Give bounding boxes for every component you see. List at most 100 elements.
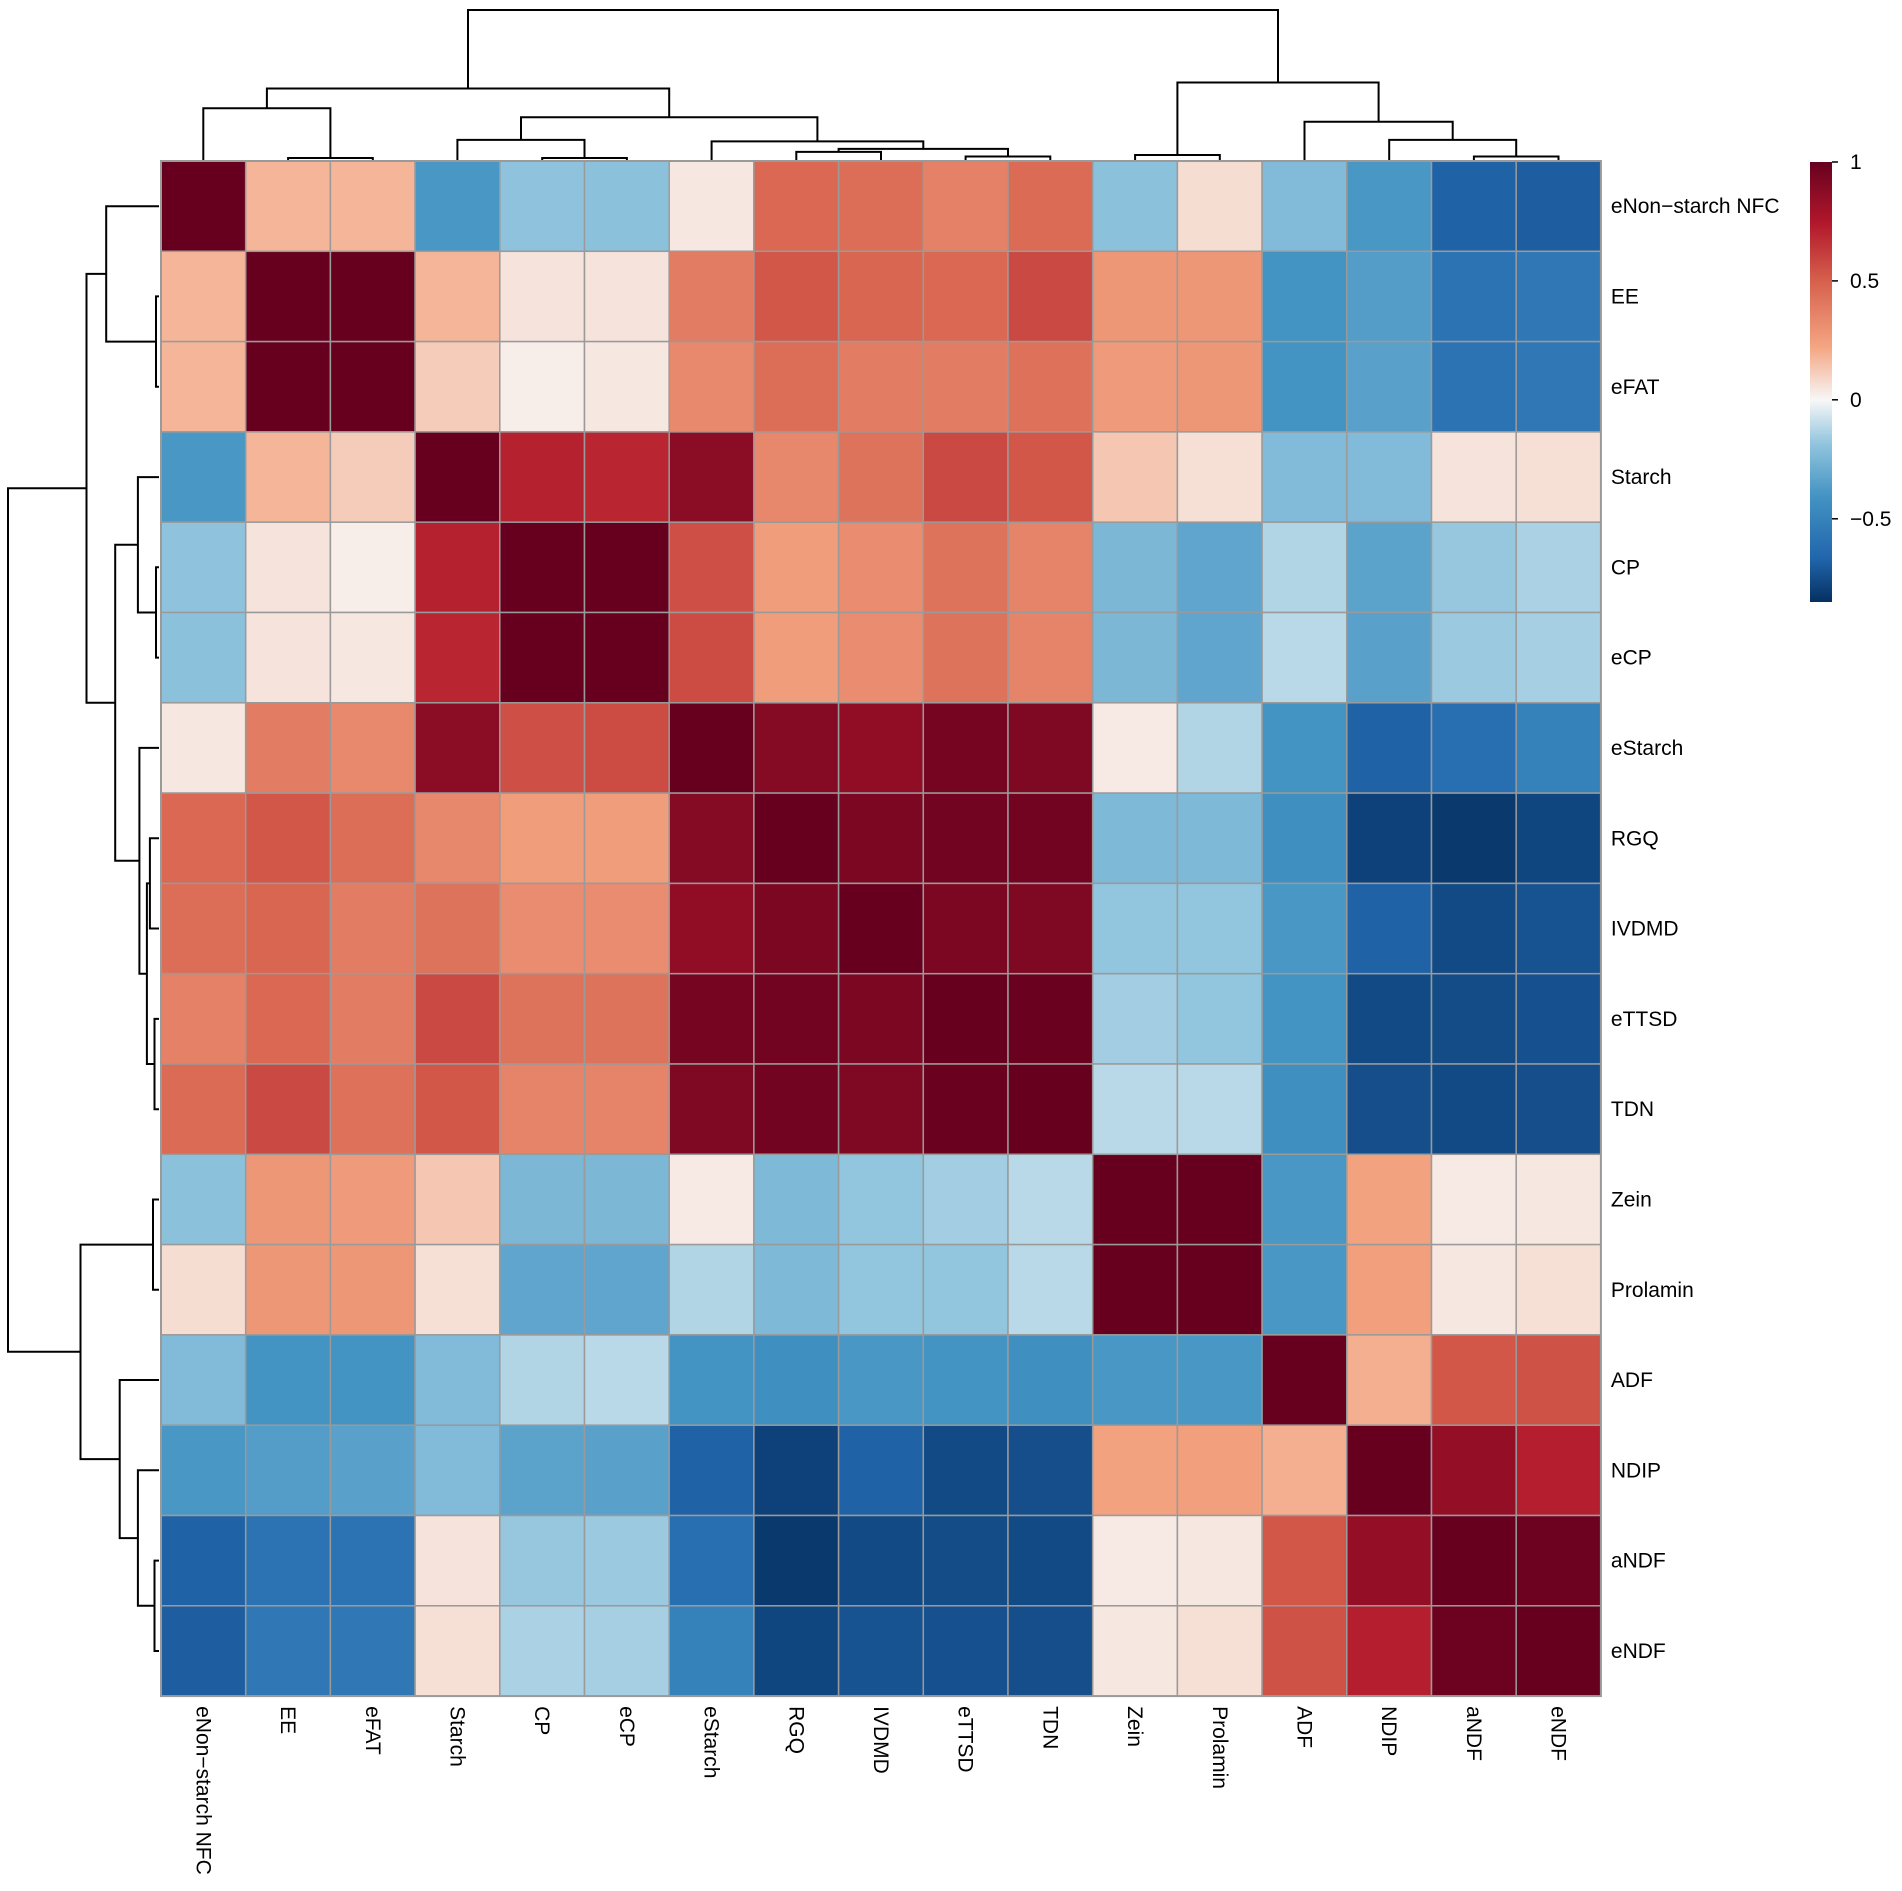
heatmap-cell bbox=[160, 1153, 247, 1246]
dendrogram-branch bbox=[118, 1379, 159, 1540]
heatmap-cell bbox=[414, 340, 501, 433]
heatmap-cell bbox=[583, 250, 670, 343]
dendrogram-branch bbox=[1176, 81, 1380, 155]
heatmap-cell bbox=[329, 250, 416, 343]
heatmap-cell bbox=[1176, 972, 1263, 1065]
heatmap-cell bbox=[1176, 882, 1263, 975]
heatmap-cell bbox=[1430, 521, 1517, 614]
row-label: eCP bbox=[1611, 647, 1652, 670]
heatmap-cell bbox=[583, 1334, 670, 1426]
heatmap-cell bbox=[414, 972, 501, 1065]
heatmap-cell bbox=[414, 702, 501, 794]
heatmap-cell bbox=[1515, 1424, 1602, 1517]
heatmap-cell bbox=[837, 1514, 925, 1607]
heatmap-cell bbox=[583, 1063, 670, 1156]
heatmap-cell bbox=[160, 611, 247, 704]
dendrogram-branch bbox=[85, 272, 116, 704]
heatmap-cell bbox=[1515, 1334, 1602, 1426]
heatmap-cell bbox=[1515, 1243, 1602, 1336]
heatmap-cell bbox=[414, 431, 501, 523]
heatmap-cell bbox=[1091, 1514, 1179, 1607]
heatmap-cell bbox=[329, 1243, 416, 1336]
heatmap-cell bbox=[499, 1424, 586, 1517]
heatmap-cell bbox=[160, 882, 247, 975]
heatmap-cell bbox=[160, 521, 247, 614]
heatmap-cell bbox=[753, 250, 840, 343]
heatmap-cell bbox=[668, 1334, 755, 1426]
heatmap-cell bbox=[499, 611, 586, 704]
heatmap-cell bbox=[753, 340, 840, 433]
heatmap-cell bbox=[1430, 1153, 1517, 1246]
heatmap-cell bbox=[922, 611, 1009, 704]
heatmap-cell bbox=[1515, 972, 1602, 1065]
heatmap-cell bbox=[668, 882, 755, 975]
heatmap-cell bbox=[583, 1605, 670, 1697]
heatmap-cell bbox=[922, 972, 1009, 1065]
column-label: eNon−starch NFC bbox=[191, 1706, 214, 1875]
heatmap-cell bbox=[1346, 160, 1433, 253]
heatmap-cell bbox=[753, 1424, 840, 1517]
heatmap-cell bbox=[922, 431, 1009, 523]
heatmap-cell bbox=[1346, 250, 1433, 343]
row-labels: eNon−starch NFC EE eFAT Starch CP eCP eStarch R… bbox=[1611, 195, 1780, 1663]
heatmap-cell bbox=[244, 1063, 332, 1156]
heatmap-cell bbox=[1430, 431, 1517, 523]
heatmap-cell bbox=[1007, 521, 1094, 614]
heatmap-cell bbox=[1007, 702, 1094, 794]
heatmap-cell bbox=[1007, 1605, 1094, 1697]
column-label: eFAT bbox=[361, 1706, 384, 1755]
row-label: eTTSD bbox=[1611, 1008, 1678, 1031]
row-label: eFAT bbox=[1611, 376, 1660, 399]
column-label: Prolamin bbox=[1208, 1706, 1231, 1789]
color-legend-tick-label: 0.5 bbox=[1850, 270, 1879, 293]
heatmap-cell bbox=[583, 1514, 670, 1607]
heatmap-cell bbox=[1346, 972, 1433, 1065]
heatmap-cell bbox=[1430, 972, 1517, 1065]
heatmap-cell bbox=[414, 160, 501, 253]
heatmap-cell bbox=[414, 1334, 501, 1426]
row-label: TDN bbox=[1611, 1098, 1654, 1121]
heatmap-cell bbox=[1007, 250, 1094, 343]
heatmap-cell bbox=[244, 1153, 332, 1246]
heatmap-cell bbox=[753, 431, 840, 523]
heatmap-cell bbox=[160, 702, 247, 794]
row-label: eStarch bbox=[1611, 737, 1683, 760]
heatmap-cell bbox=[1091, 1063, 1179, 1156]
column-label: Zein bbox=[1123, 1706, 1146, 1747]
heatmap-cell bbox=[1176, 1514, 1263, 1607]
heatmap-cell bbox=[1007, 1243, 1094, 1336]
heatmap-cell bbox=[922, 1243, 1009, 1336]
dendrogram-branch bbox=[105, 205, 159, 343]
heatmap-cell bbox=[414, 1424, 501, 1517]
heatmap-cell bbox=[1346, 792, 1433, 885]
heatmap-cell bbox=[922, 1514, 1009, 1607]
heatmap-cell bbox=[1091, 160, 1179, 253]
dendrogram-branch bbox=[148, 837, 159, 930]
heatmap-cell bbox=[1346, 1153, 1433, 1246]
column-label: Starch bbox=[445, 1706, 468, 1767]
heatmap-cell bbox=[1346, 611, 1433, 704]
dendrogram-branch bbox=[795, 150, 882, 161]
heatmap-cell bbox=[244, 1243, 332, 1336]
heatmap-cell bbox=[160, 972, 247, 1065]
heatmap-cell bbox=[837, 340, 925, 433]
heatmap-cell bbox=[1515, 1514, 1602, 1607]
heatmap-cell bbox=[1007, 792, 1094, 885]
heatmap-cell bbox=[414, 250, 501, 343]
heatmap-cell bbox=[922, 882, 1009, 975]
heatmap-cell bbox=[244, 702, 332, 794]
dendrogram-branch bbox=[114, 543, 140, 862]
heatmap-cell bbox=[1430, 611, 1517, 704]
heatmap-cell bbox=[329, 340, 416, 433]
row-label: NDIP bbox=[1611, 1459, 1661, 1482]
heatmap-cell bbox=[414, 882, 501, 975]
heatmap-cell bbox=[1430, 1063, 1517, 1156]
heatmap-cell bbox=[922, 1605, 1009, 1697]
heatmap-cell bbox=[668, 1514, 755, 1607]
heatmap-cell bbox=[329, 160, 416, 253]
heatmap-cell bbox=[583, 792, 670, 885]
heatmap-cell bbox=[668, 340, 755, 433]
heatmap-cell bbox=[583, 972, 670, 1065]
heatmap-cell bbox=[1346, 702, 1433, 794]
